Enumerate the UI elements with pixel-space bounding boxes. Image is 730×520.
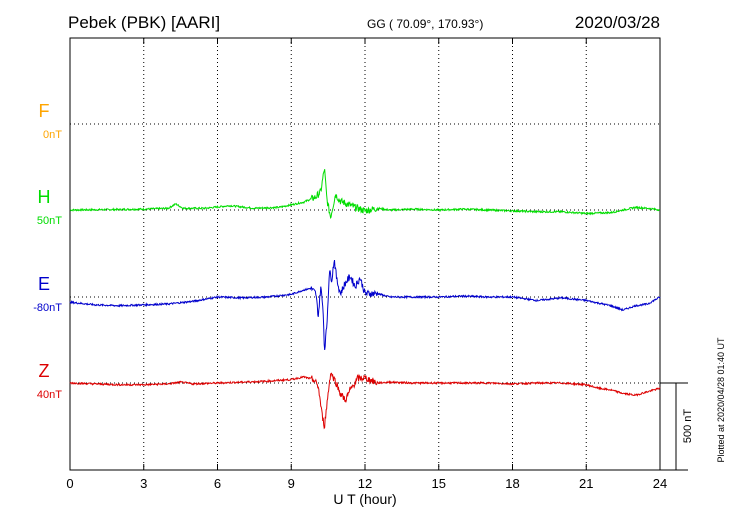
x-tick-label: 6 (214, 476, 221, 491)
station-coords: GG ( 70.09°, 170.93°) (367, 17, 483, 31)
plotted-note: Plotted at 2020/04/28 01:40 UT (716, 337, 726, 463)
x-axis-label: U T (hour) (333, 491, 396, 507)
x-tick-label: 18 (505, 476, 519, 491)
series-line-e (69, 259, 661, 351)
scale-bar: 500 nT (660, 382, 694, 471)
series-offset-h: 50nT (37, 215, 62, 227)
x-tick-label: 21 (579, 476, 593, 491)
series-name-e: E (38, 274, 50, 294)
x-tick-label: 9 (288, 476, 295, 491)
series-labels: F 0nT H 50nT E -80nT Z 40nT (33, 101, 62, 401)
x-tick-label: 0 (66, 476, 73, 491)
series-line-h (69, 169, 661, 220)
station-title: Pebek (PBK) [AARI] (68, 13, 220, 32)
scale-bar-label: 500 nT (682, 409, 694, 444)
series-name-f: F (39, 101, 50, 121)
series-group (69, 169, 661, 430)
series-offset-e: -80nT (33, 302, 62, 314)
grid (70, 38, 660, 470)
chart-date: 2020/03/28 (575, 13, 660, 32)
series-offset-z: 40nT (37, 389, 62, 401)
series-name-h: H (38, 187, 51, 207)
x-ticks: 0 3 6 9 12 15 18 21 24 (66, 38, 667, 491)
x-tick-label: 3 (140, 476, 147, 491)
series-line-z (69, 372, 661, 430)
x-tick-label: 12 (358, 476, 372, 491)
series-offset-f: 0nT (43, 129, 62, 141)
series-name-z: Z (39, 361, 50, 381)
x-tick-label: 24 (653, 476, 667, 491)
x-tick-label: 15 (432, 476, 446, 491)
